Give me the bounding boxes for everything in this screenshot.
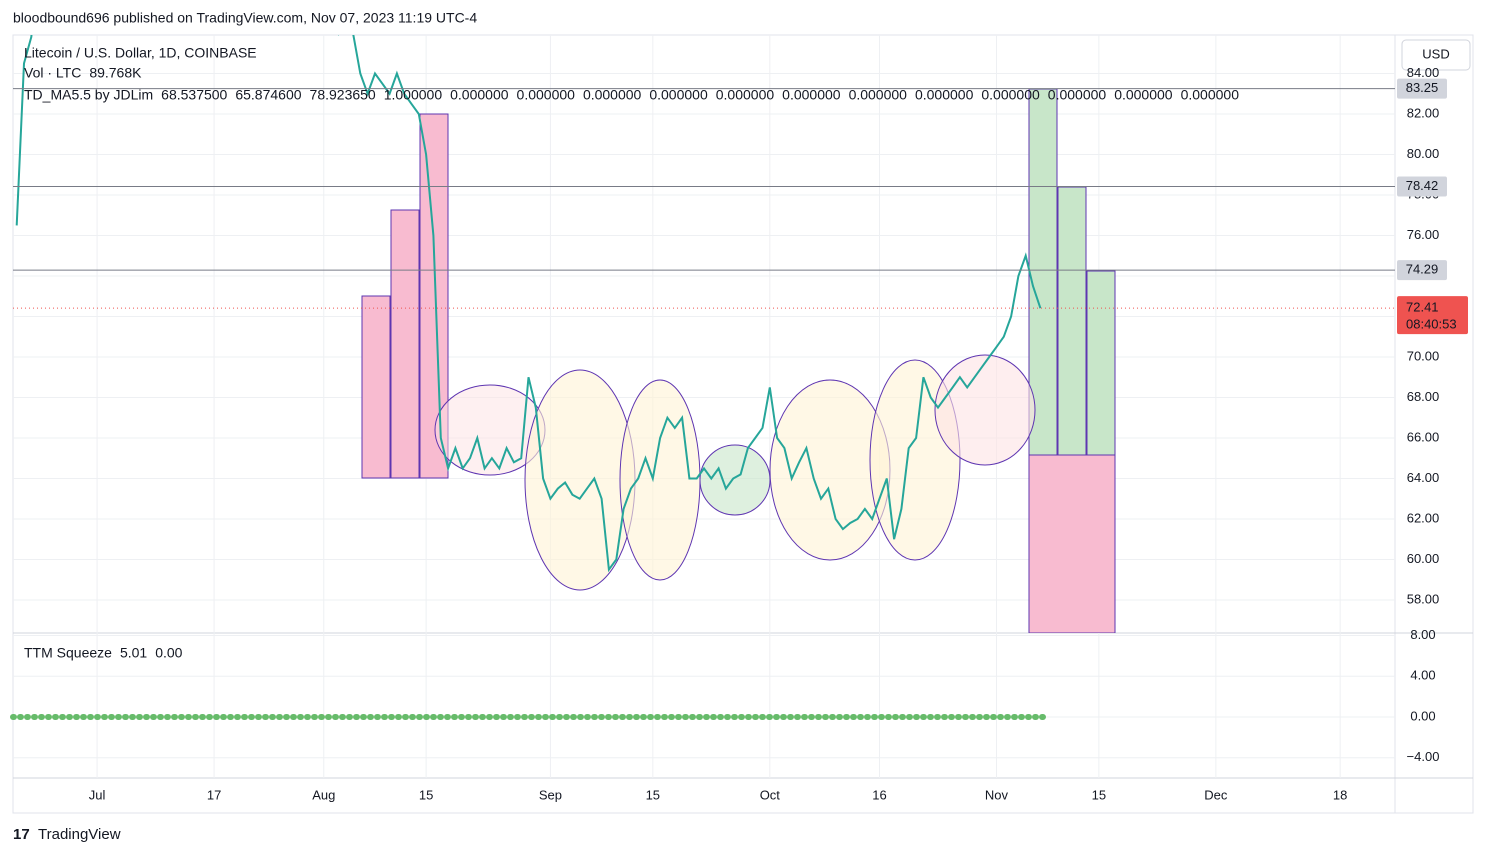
box <box>1086 270 1116 456</box>
legend: Litecoin / U.S. Dollar, 1D, COINBASE Vol … <box>24 45 1239 661</box>
y-tick-label: 0.00 <box>1410 708 1435 723</box>
legend-value: 89.768K <box>89 65 142 81</box>
last-price-label: 72.41 <box>1406 300 1439 315</box>
currency: USD <box>1422 46 1449 61</box>
y-tick-label: 84.00 <box>1407 65 1440 80</box>
price-tag <box>1397 78 1447 99</box>
box <box>390 209 420 479</box>
x-tick-label: Dec <box>1204 787 1228 802</box>
y-tick-label: 64.00 <box>1407 470 1440 485</box>
legend-value: 0.000000 <box>517 87 576 103</box>
ellipse <box>524 369 636 591</box>
logo: 17 <box>13 826 30 843</box>
y-tick-label: 80.00 <box>1407 146 1440 161</box>
x-tick-label: 17 <box>207 787 221 802</box>
ellipse <box>934 354 1036 466</box>
currency-button[interactable] <box>1401 39 1471 71</box>
price-tag-label: 78.42 <box>1406 178 1439 193</box>
x-tick-label: Nov <box>985 787 1009 802</box>
price-tag-label: 74.29 <box>1406 262 1439 277</box>
footer-brand: TradingView <box>38 826 121 843</box>
plot <box>15 35 1042 573</box>
y-tick-label: 66.00 <box>1407 429 1440 444</box>
y-tick-label: 70.00 <box>1407 348 1440 363</box>
y-tick-label: 62.00 <box>1407 510 1440 525</box>
y-tick-label: 68.00 <box>1407 389 1440 404</box>
x-tick-label: 16 <box>872 787 886 802</box>
legend-value: 78.923650 <box>310 87 376 103</box>
legend-value: 0.000000 <box>849 87 908 103</box>
legend-value: 0.000000 <box>1181 87 1240 103</box>
y-tick-label: 8.00 <box>1410 627 1435 642</box>
legend-value: 0.00 <box>155 645 182 661</box>
legend-value: 0.000000 <box>981 87 1040 103</box>
legend-value: TTM Squeeze <box>24 645 112 661</box>
y-tick-label: 82.00 <box>1407 105 1440 120</box>
price-tag <box>1397 260 1447 281</box>
x-tick-label: Jul <box>89 787 106 802</box>
box <box>1028 454 1116 633</box>
legend-value: 5.01 <box>120 645 147 661</box>
legend-value: 68.537500 <box>161 87 227 103</box>
x-tick-label: Sep <box>539 787 562 802</box>
x-tick-label: Oct <box>760 787 781 802</box>
ellipse <box>619 379 701 581</box>
legend-value: Vol · LTC <box>24 65 81 81</box>
legend-value: 0.000000 <box>583 87 642 103</box>
legend-title: Litecoin / U.S. Dollar, 1D, COINBASE <box>24 45 257 61</box>
legend-value: 65.874600 <box>235 87 301 103</box>
legend-value: TD_MA5.5 by JDLim <box>24 87 153 103</box>
legend-value: 0.000000 <box>450 87 509 103</box>
y-tick-label: 4.00 <box>1410 668 1435 683</box>
x-tick-label: Aug <box>312 787 335 802</box>
legend-value: 0.000000 <box>1114 87 1173 103</box>
last-price-tag <box>1397 296 1468 335</box>
x-tick-label: 15 <box>419 787 433 802</box>
legend-value: 0.000000 <box>782 87 841 103</box>
legend-value: 0.000000 <box>915 87 974 103</box>
price-tag <box>1397 176 1447 197</box>
countdown: 08:40:53 <box>1406 317 1457 332</box>
x-tick-label: 15 <box>646 787 660 802</box>
legend-value: 1.000000 <box>384 87 443 103</box>
y-tick-label: 58.00 <box>1407 591 1440 606</box>
legend-value: 0.000000 <box>649 87 708 103</box>
y-tick-label: 76.00 <box>1407 227 1440 242</box>
x-tick-label: 18 <box>1333 787 1347 802</box>
ellipse <box>699 444 771 516</box>
price-tag-label: 83.25 <box>1406 80 1439 95</box>
frame <box>12 34 1474 814</box>
box <box>1057 186 1087 456</box>
x-tick-label: 15 <box>1092 787 1106 802</box>
price-line-series <box>15 35 1042 573</box>
y-tick-label: −4.00 <box>1407 749 1440 764</box>
box <box>361 295 391 479</box>
header: bloodbound696 published on TradingView.c… <box>13 10 477 26</box>
legend-value: 0.000000 <box>716 87 775 103</box>
legend-value: 0.000000 <box>1048 87 1107 103</box>
y-tick-label: 60.00 <box>1407 551 1440 566</box>
